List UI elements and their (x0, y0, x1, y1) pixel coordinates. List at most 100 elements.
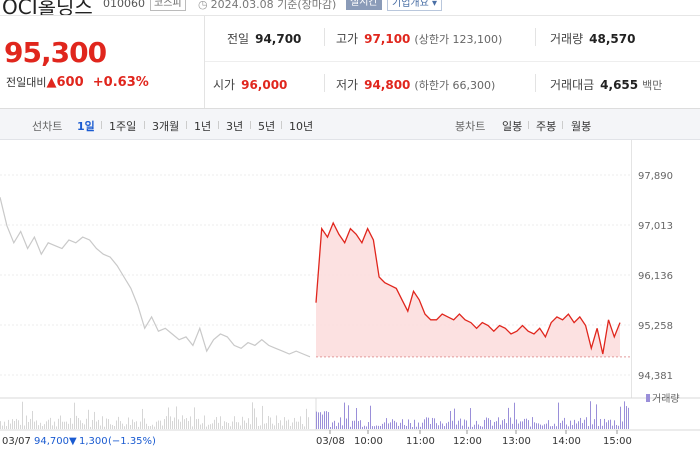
volume-bar (590, 401, 591, 429)
tab-monthly-candle[interactable]: 월봉 (571, 120, 592, 133)
volume-bar (16, 418, 17, 429)
tab-weekly-candle[interactable]: 주봉 (536, 120, 557, 133)
x-tick-label: 12:00 (453, 436, 482, 447)
volume-bar (200, 424, 201, 429)
volume-bar (398, 425, 399, 429)
x-tick-label: 14:00 (552, 436, 581, 447)
upper-limit: (상한가 123,100) (414, 33, 503, 46)
volume-bar (592, 424, 593, 429)
open-value: 96,000 (241, 78, 288, 92)
volume-bar (0, 421, 1, 429)
volume-bar (404, 424, 405, 429)
volume-bar (100, 425, 101, 429)
volume-bar (244, 420, 245, 429)
volume-bar (438, 425, 439, 429)
volume-bar (436, 423, 437, 429)
volume-bar (468, 426, 469, 429)
volume-bar (568, 426, 569, 429)
volume-bar (306, 408, 307, 429)
company-overview-button[interactable]: 기업개요 ▾ (387, 0, 442, 11)
volume-bar (136, 421, 137, 429)
tab-daily-candle[interactable]: 일봉 (502, 120, 523, 133)
line-chart-label[interactable]: 선차트 (32, 120, 63, 133)
volume-label: 거래량 (550, 32, 584, 46)
volume-bar (34, 421, 35, 429)
volume-bar (182, 415, 183, 429)
volume-bar (132, 419, 133, 429)
tab-3y[interactable]: 3년 (226, 120, 244, 133)
volume-bar (186, 417, 187, 429)
volume-bar (382, 423, 383, 429)
volume-bar (74, 402, 75, 429)
realtime-button[interactable]: 실시간 (346, 0, 382, 10)
volume-bar (392, 419, 393, 429)
volume-bar (542, 425, 543, 429)
volume-bar (320, 412, 321, 429)
x-tick-label: 15:00 (603, 436, 632, 447)
volume-bar (400, 422, 401, 429)
volume-bar (386, 418, 387, 429)
volume-bar (370, 405, 371, 429)
volume-bar (272, 423, 273, 429)
volume-bar (126, 424, 127, 429)
volume-bar (146, 423, 147, 429)
volume-bar (52, 425, 53, 429)
volume-bar (22, 401, 23, 429)
volume-bar (162, 425, 163, 429)
volume-bar (72, 423, 73, 429)
volume-bar (574, 419, 575, 429)
volume-bar (414, 419, 415, 429)
date-text: ◷ 2024.03.08 기준(장마감) (198, 0, 336, 12)
volume-bar (488, 418, 489, 429)
volume-bar (4, 421, 5, 429)
current-price: 95,300 (4, 36, 107, 69)
volume-bar (420, 426, 421, 429)
prev-day-line (0, 197, 311, 358)
volume-bar (418, 422, 419, 429)
tab-10y[interactable]: 10년 (289, 120, 314, 133)
y-tick-label: 95,258 (638, 321, 673, 332)
volume-bar (128, 417, 129, 429)
volume-bar (154, 426, 155, 429)
volume-bar (260, 425, 261, 429)
volume-bar (268, 415, 269, 429)
tab-1w[interactable]: 1주일 (109, 120, 137, 133)
tab-1y[interactable]: 1년 (194, 120, 212, 133)
candle-chart-label[interactable]: 봉차트 (455, 120, 486, 133)
volume-bar (124, 426, 125, 429)
volume-bar (600, 419, 601, 429)
volume-bar (116, 420, 117, 429)
volume-bar (304, 426, 305, 429)
high-value: 97,100 (364, 32, 411, 46)
volume-bar (500, 424, 501, 429)
volume-bar (294, 417, 295, 429)
volume-bar (376, 425, 377, 429)
volume-bar (616, 424, 617, 429)
volume-bar (222, 425, 223, 429)
volume-bar (522, 421, 523, 429)
volume-bar (552, 426, 553, 429)
volume-bar (516, 419, 517, 429)
volume-bar (216, 417, 217, 429)
volume-bar (192, 426, 193, 429)
prev-day-footer: 03/07 94,700 ▼ 1,300 (−1.35%) (2, 436, 156, 447)
volume-bar (498, 417, 499, 429)
volume-bar (578, 421, 579, 429)
tab-3m[interactable]: 3개월 (152, 120, 180, 133)
volume-bar (250, 424, 251, 429)
volume-bar (344, 402, 345, 429)
tab-1d[interactable]: 1일 (77, 120, 95, 133)
volume-bar (490, 419, 491, 429)
tab-5y[interactable]: 5년 (258, 120, 276, 133)
quote-row-2: 시가 96,000 저가 94,800 (하한가 66,300) 거래대금 4,655 백… (205, 62, 700, 107)
low-cell: 저가 94,800 (하한가 66,300) (336, 76, 495, 93)
volume-bar (422, 422, 423, 429)
volume-bar (328, 412, 329, 429)
price-box: 95,300 전일대비▲600 +0.63% (0, 16, 205, 108)
volume-bar (38, 425, 39, 429)
volume-bar (28, 421, 29, 429)
volume-bar (560, 422, 561, 429)
volume-bar (492, 425, 493, 429)
change-rate: +0.63% (92, 75, 149, 90)
volume-bar (68, 423, 69, 429)
